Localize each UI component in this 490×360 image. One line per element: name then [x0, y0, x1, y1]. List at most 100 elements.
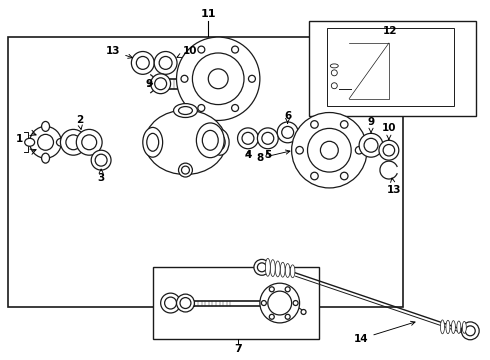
Text: 14: 14 — [354, 321, 415, 344]
Ellipse shape — [270, 260, 275, 276]
Circle shape — [82, 135, 97, 150]
Circle shape — [232, 46, 239, 53]
Circle shape — [308, 129, 351, 172]
Circle shape — [131, 51, 154, 74]
Circle shape — [268, 291, 292, 315]
Bar — [310, 21, 476, 116]
Circle shape — [311, 172, 318, 180]
Ellipse shape — [173, 104, 197, 117]
Circle shape — [198, 46, 205, 53]
Text: 9: 9 — [368, 117, 374, 133]
Circle shape — [193, 53, 244, 105]
Circle shape — [320, 141, 338, 159]
Ellipse shape — [178, 107, 193, 114]
Bar — [327, 28, 454, 105]
Circle shape — [261, 301, 267, 306]
Circle shape — [154, 51, 177, 74]
Text: 5: 5 — [264, 150, 271, 160]
Circle shape — [248, 75, 255, 82]
Text: 7: 7 — [234, 344, 242, 354]
Circle shape — [359, 133, 383, 157]
Circle shape — [95, 154, 107, 166]
Circle shape — [155, 78, 167, 90]
Bar — [153, 267, 319, 339]
Text: 1: 1 — [16, 134, 24, 144]
Ellipse shape — [215, 135, 225, 150]
Circle shape — [242, 132, 254, 144]
Ellipse shape — [266, 258, 270, 276]
Circle shape — [151, 74, 171, 94]
Text: 6: 6 — [284, 111, 291, 123]
Circle shape — [301, 310, 306, 314]
Text: 11: 11 — [200, 9, 216, 19]
Ellipse shape — [446, 320, 450, 334]
Text: 10: 10 — [177, 46, 197, 58]
Text: 13: 13 — [106, 46, 132, 58]
Circle shape — [292, 113, 367, 188]
Ellipse shape — [291, 265, 295, 278]
Circle shape — [238, 128, 258, 149]
Circle shape — [383, 144, 394, 156]
Ellipse shape — [211, 129, 229, 155]
Circle shape — [91, 150, 111, 170]
Circle shape — [257, 263, 267, 272]
Ellipse shape — [143, 127, 163, 157]
Circle shape — [136, 57, 149, 69]
Circle shape — [311, 121, 318, 128]
Circle shape — [178, 163, 193, 177]
Ellipse shape — [462, 321, 466, 333]
Circle shape — [293, 301, 298, 306]
Circle shape — [296, 147, 303, 154]
Circle shape — [176, 294, 195, 312]
Circle shape — [181, 75, 188, 82]
Circle shape — [379, 140, 399, 160]
Circle shape — [285, 287, 290, 292]
Ellipse shape — [196, 123, 224, 158]
Circle shape — [285, 314, 290, 319]
Ellipse shape — [145, 110, 226, 175]
Circle shape — [176, 37, 260, 121]
Circle shape — [159, 57, 172, 69]
Text: 8: 8 — [256, 150, 290, 163]
Ellipse shape — [285, 264, 290, 278]
Bar — [8, 37, 403, 307]
Circle shape — [282, 126, 294, 138]
Circle shape — [341, 121, 348, 128]
Circle shape — [60, 129, 86, 155]
Circle shape — [355, 147, 363, 154]
Ellipse shape — [441, 320, 444, 334]
Circle shape — [254, 260, 270, 275]
Circle shape — [270, 287, 274, 292]
Text: 10: 10 — [382, 123, 396, 139]
Circle shape — [198, 104, 205, 112]
Ellipse shape — [275, 261, 280, 277]
Ellipse shape — [330, 64, 338, 68]
Ellipse shape — [42, 121, 49, 131]
Ellipse shape — [24, 138, 35, 146]
Text: 2: 2 — [75, 116, 83, 129]
Circle shape — [257, 128, 278, 149]
Ellipse shape — [451, 321, 455, 334]
Circle shape — [341, 172, 348, 180]
Circle shape — [38, 134, 53, 150]
Circle shape — [181, 166, 190, 174]
Ellipse shape — [147, 133, 159, 151]
Text: 4: 4 — [245, 150, 252, 160]
Circle shape — [180, 298, 191, 309]
Circle shape — [331, 70, 337, 76]
Circle shape — [466, 326, 475, 336]
Ellipse shape — [56, 138, 66, 146]
Circle shape — [270, 314, 274, 319]
Text: 13: 13 — [387, 178, 401, 195]
Circle shape — [30, 126, 61, 158]
Circle shape — [232, 104, 239, 112]
Circle shape — [76, 129, 102, 155]
Circle shape — [364, 138, 378, 152]
Circle shape — [161, 293, 180, 313]
Ellipse shape — [457, 321, 461, 333]
Circle shape — [461, 322, 479, 340]
Circle shape — [260, 283, 299, 323]
Ellipse shape — [42, 153, 49, 163]
Circle shape — [262, 132, 274, 144]
Circle shape — [331, 83, 337, 89]
